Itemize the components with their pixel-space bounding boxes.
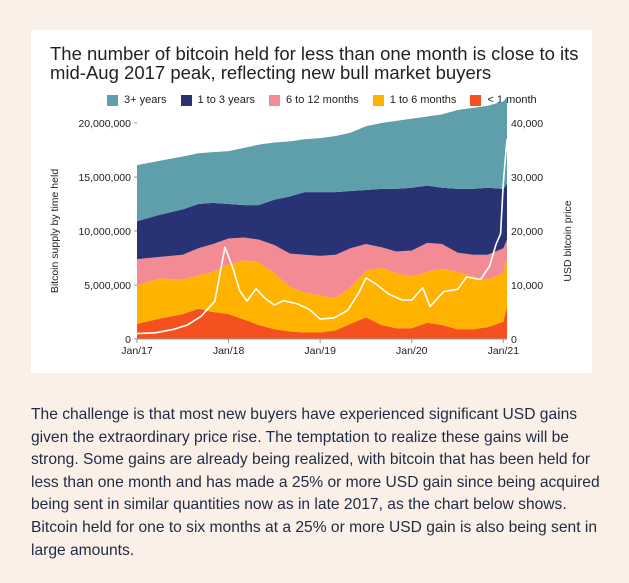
y2-tick-label: 30,000	[511, 172, 543, 184]
legend-swatch	[180, 94, 192, 106]
y-tick-label: 15,000,000	[78, 172, 131, 184]
x-tick-label: Jan/18	[213, 345, 245, 357]
area-series-1	[137, 258, 507, 333]
y-tick-label: 5,000,000	[84, 280, 131, 292]
chart-card: The number of bitcoin held for less than…	[31, 30, 592, 373]
y-tick-label: 10,000,000	[78, 226, 131, 238]
y2-tick-label: 40,000	[511, 118, 543, 130]
legend-label: 1 to 6 months	[389, 94, 457, 106]
legend-item: 6 to 12 months	[268, 94, 359, 106]
body-paragraph: The challenge is that most new buyers ha…	[31, 406, 600, 559]
chart-plot: 20,000,000 15,000,000 10,000,000 5,000,000 0…	[49, 97, 574, 357]
y2-tick-label: 10,000	[511, 280, 543, 292]
chart-title: The number of bitcoin held for less than…	[50, 43, 579, 83]
legend-swatch	[268, 94, 280, 106]
legend-label: 1 to 3 years	[197, 94, 255, 106]
legend-swatch	[107, 94, 118, 106]
price-line	[136, 139, 508, 335]
x-tick-label: Jan/19	[304, 345, 336, 357]
y-tick-label: 20,000,000	[78, 118, 131, 130]
area-series-0	[137, 306, 507, 339]
legend-swatch	[372, 94, 384, 106]
area-series-2	[137, 237, 507, 298]
area-series-3	[137, 183, 507, 260]
legend-item: 1 to 6 months	[372, 94, 457, 106]
legend-item: 3+ years	[107, 94, 167, 106]
area-series-4	[137, 97, 507, 222]
y-axis-title: Bitcoin supply by time held	[49, 169, 61, 293]
legend-label: 3+ years	[124, 94, 167, 106]
legend-item: 1 to 3 years	[180, 94, 255, 106]
legend-label: 6 to 12 months	[285, 94, 359, 106]
x-tick-label: Jan/17	[121, 345, 153, 357]
legend-swatch	[470, 94, 482, 106]
y2-tick-label: 0	[511, 334, 517, 346]
y-tick-label: 0	[125, 334, 131, 346]
x-tick-label: Jan/20	[396, 345, 428, 357]
y2-tick-label: 20,000	[511, 226, 543, 238]
y2-axis-title: USD bitcoin price	[562, 200, 574, 281]
x-tick-label: Jan/21	[488, 345, 520, 357]
